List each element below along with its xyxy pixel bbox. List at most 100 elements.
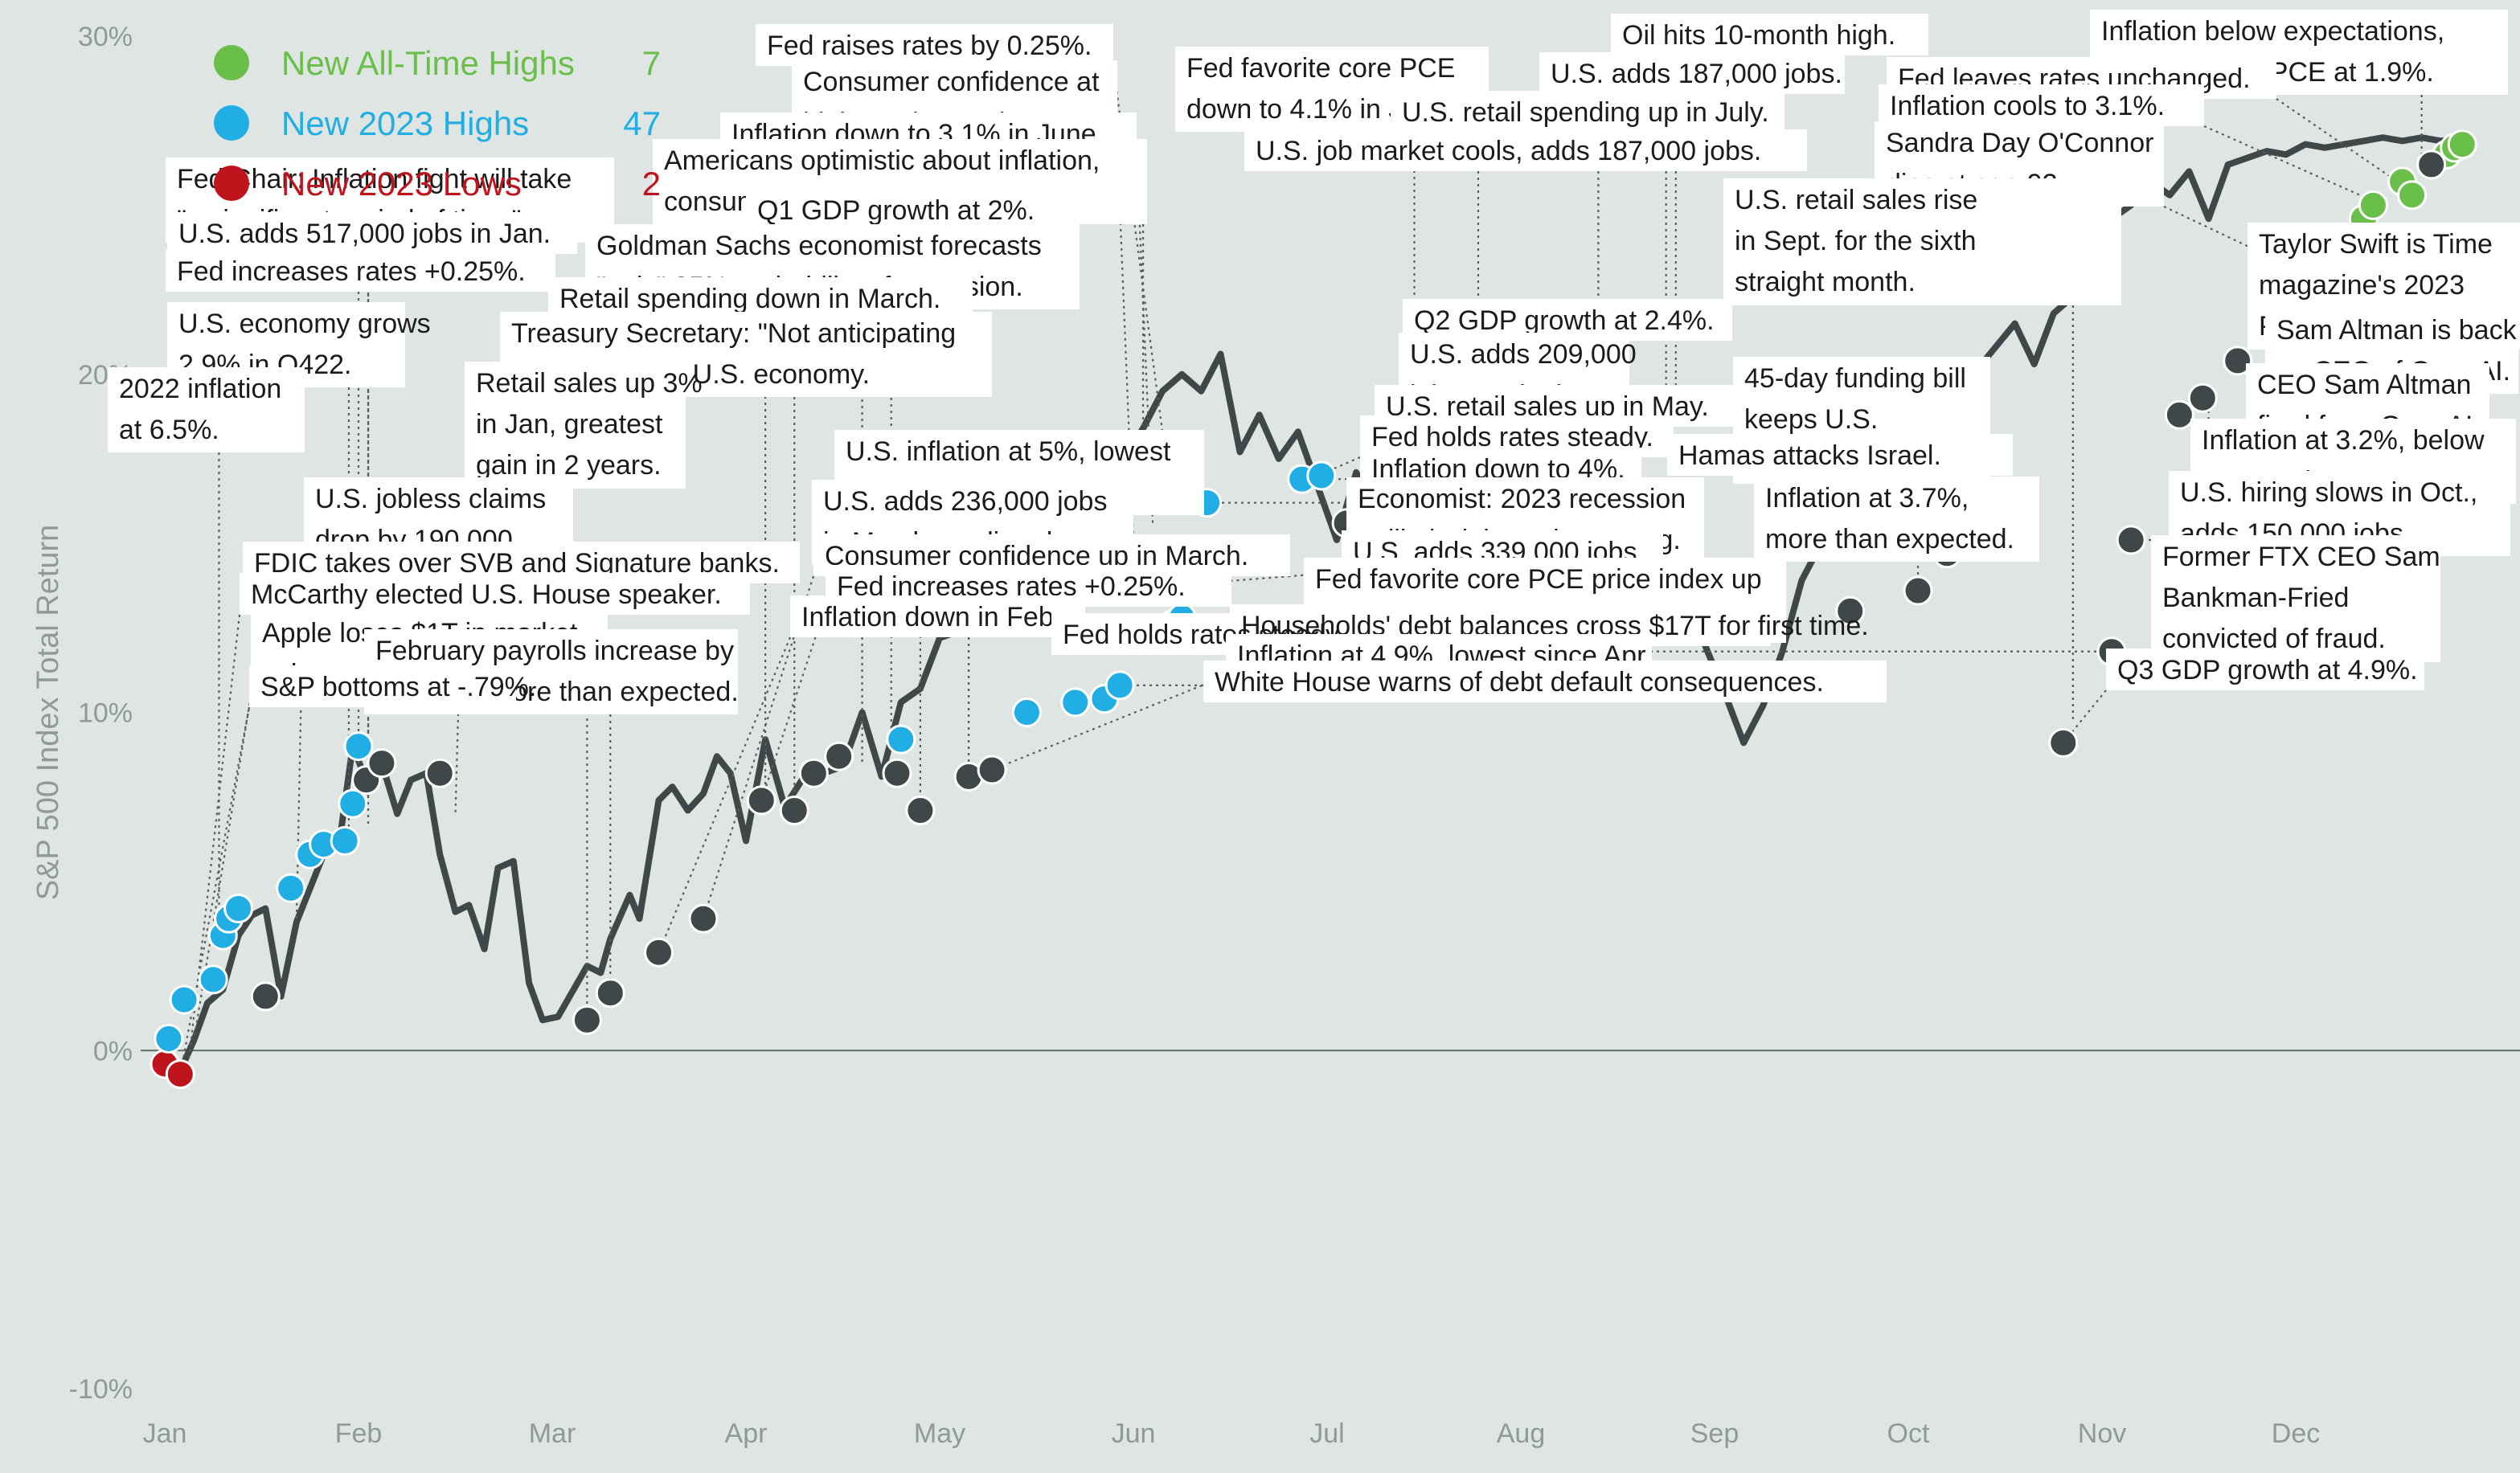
annotation: Fed raises rates by 0.25%. [756,24,1113,66]
x-tick-label: Jan [143,1418,187,1449]
annotation-text: keeps U.S. [1744,404,1878,435]
annotation-text: more than expected. [1765,524,2014,554]
annotation: U.S. adds 187,000 jobs. [1539,52,1845,94]
event-marker [824,741,854,771]
high-2023-marker [276,873,306,903]
annotation-box [790,595,1085,637]
annotation-text: Q3 GDP growth at 4.9%. [2117,655,2418,685]
event-marker [688,903,719,934]
annotation: 2022 inflation at 6.5%. [108,367,305,452]
annotation-text: Retail sales up 3% [476,368,703,399]
event-marker [2164,399,2194,430]
annotation-text: Sandra Day O'Connor [1886,128,2153,158]
high-2023-marker [343,731,374,762]
annotation-box [1051,613,1232,655]
event-marker [798,758,829,788]
event-marker [595,978,625,1009]
annotation: Inflation cools to 3.1%. [1879,84,2204,126]
annotation: Inflation down in Feb. [790,595,1085,637]
annotation-text: White House warns of debt default conseq… [1215,667,1824,698]
event-marker [977,755,1007,785]
annotation-box [240,573,750,615]
event-marker [250,981,281,1012]
event-marker [2187,383,2218,413]
all-time-high-marker [2397,180,2428,211]
annotation-box [1391,91,1784,133]
annotation-text: Inflation at 3.7%, [1765,483,1969,514]
annotation-box [746,189,1047,231]
annotation-text: Retail spending down in March. [559,284,940,314]
annotation-box [249,665,516,707]
annotation-box [1667,434,2013,476]
annotation: Households' debt balances cross $17T for… [1230,604,1869,646]
legend-count: 47 [623,104,661,142]
annotation-text: Inflation below expectations, [2101,16,2444,47]
annotation: Hamas attacks Israel. [1667,434,2013,476]
annotation-box [2106,649,2424,690]
low-2023-marker [165,1059,195,1090]
event-marker [424,758,455,788]
event-marker [746,785,776,816]
high-2023-marker [1306,460,1337,491]
annotation-box [1754,477,2039,562]
low-2023-legend-marker [214,166,249,201]
high-2023-marker [330,825,360,856]
annotation-text: Q2 GDP growth at 2.4%. [1414,305,1715,336]
event-marker [779,796,809,826]
y-tick-label: 10% [78,698,133,729]
annotation-box [756,24,1113,66]
x-tick-label: Oct [1887,1418,1930,1449]
x-tick-label: Sep [1690,1418,1739,1449]
annotation-text: U.S. adds 209,000 [1410,339,1637,370]
annotation-text: Economist: 2023 recession [1358,484,1686,514]
annotation-text: Former FTX CEO Sam [2162,542,2440,572]
event-marker [1835,595,1866,626]
annotation-text: Sam Altman is back [2276,315,2518,346]
all-time-high-marker [2358,190,2388,220]
annotation-box [1539,52,1845,94]
x-tick-label: Nov [2078,1418,2126,1449]
annotation-text: U.S. retail sales rise [1735,185,1977,215]
annotation-box [1723,178,2121,305]
annotation-leader [2203,125,2383,207]
annotation: McCarthy elected U.S. House speaker. [240,573,750,615]
annotation-box [465,362,686,489]
annotation: U.S. retail sales rise in Sept. for the s… [1723,178,2121,305]
annotation-text: McCarthy elected U.S. House speaker. [251,579,722,610]
annotation-leader [179,706,251,1074]
legend-count: 7 [642,44,661,82]
annotation-text: U.S. hiring slows in Oct., [2180,477,2477,508]
x-tick-label: Feb [335,1418,383,1449]
annotation-box [1203,661,1887,702]
legend-label: New 2023 Highs [281,104,529,142]
all-time-high-legend-marker [214,45,249,80]
series-line-group [162,134,2464,1074]
annotation-text: Fed favorite core PCE [1186,53,1455,84]
event-marker [367,748,397,779]
annotation-text: Bankman-Fried [2162,583,2349,613]
annotation-text: Q1 GDP growth at 2%. [757,195,1035,226]
event-marker [2416,149,2447,180]
series-line [162,134,2464,1074]
annotation-text: Fed raises rates by 0.25%. [767,31,1092,61]
event-marker [644,937,674,968]
event-marker [2116,525,2146,555]
high-2023-marker [1060,687,1091,718]
y-tick-label: -10% [69,1374,133,1405]
annotation: Retail sales up 3% in Jan, greatest gain i… [465,362,703,489]
annotation-text: Hamas attacks Israel. [1678,440,1941,471]
annotation-box [1611,14,1928,55]
legend-count: 2 [642,165,661,203]
annotation: U.S. job market cools, adds 187,000 jobs… [1244,129,1807,171]
annotation: Q3 GDP growth at 4.9%. [2106,649,2424,690]
high-2023-marker [1104,670,1135,701]
x-tick-label: Jun [1112,1418,1156,1449]
annotation: U.S. retail spending up in July. [1391,91,1784,133]
annotation-text: Consumer confidence at [803,67,1100,97]
annotation: S&P bottoms at -.79%. [249,665,536,707]
annotation-text: U.S. adds 517,000 jobs in Jan. [178,219,551,249]
annotation-box [2151,535,2440,662]
annotation-text: gain in 2 years. [476,450,662,481]
event-marker [1903,575,1933,606]
annotation-box [1244,129,1807,171]
